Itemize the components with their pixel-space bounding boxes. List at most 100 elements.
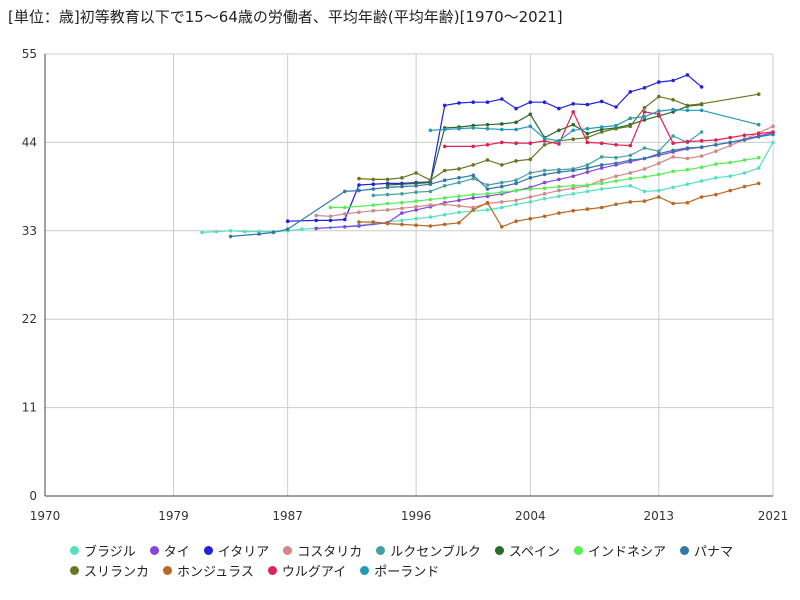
data-point (699, 130, 704, 134)
data-point (457, 180, 461, 185)
series-3 (314, 124, 775, 219)
data-point (599, 178, 604, 182)
data-point (671, 141, 675, 145)
data-point (528, 216, 533, 221)
data-point (542, 136, 547, 141)
data-point (571, 192, 575, 196)
data-point (414, 171, 418, 175)
data-point (343, 217, 347, 222)
data-point (628, 200, 633, 204)
data-point (528, 100, 533, 104)
chart-title: [単位：歳]初等教育以下で15～64歳の労働者、平均年齢(平均年齢)[1970～… (8, 8, 563, 26)
legend-label: イタリア (217, 544, 270, 560)
data-point (528, 195, 533, 199)
data-point (485, 100, 490, 104)
data-point (542, 100, 547, 104)
data-point (514, 120, 518, 125)
data-point (628, 171, 633, 175)
legend-label: スリランカ (84, 564, 150, 580)
data-point (557, 194, 561, 198)
data-point (742, 158, 747, 162)
data-point (585, 131, 590, 136)
data-point (542, 192, 547, 196)
data-point (557, 142, 561, 146)
data-point (357, 183, 361, 187)
data-point (599, 187, 604, 191)
data-point (442, 103, 447, 108)
legend-item: ルクセンブルク (376, 540, 481, 560)
legend-item: パナマ (680, 540, 733, 560)
data-point (671, 185, 675, 190)
legend-item: スリランカ (70, 560, 149, 580)
data-point (485, 158, 490, 162)
data-point (628, 116, 633, 121)
data-point (557, 177, 561, 182)
data-point (756, 135, 761, 139)
data-point (371, 220, 376, 224)
data-point (642, 156, 647, 161)
legend-label: インドネシア (587, 544, 666, 560)
data-point (642, 199, 647, 203)
data-point (685, 167, 690, 172)
data-point (214, 229, 219, 234)
data-point (457, 167, 461, 171)
legend-item: インドネシア (573, 540, 666, 560)
data-point (728, 135, 732, 140)
legend: ブラジル タイ イタリア コスタリカ ルクセンブルク スペイン インドネシア パナマ スリランカ… (70, 540, 790, 580)
x-tick-label: 1979 (158, 509, 189, 523)
data-point (542, 168, 547, 173)
data-point (571, 137, 575, 141)
data-point (699, 195, 704, 199)
data-point (714, 143, 718, 147)
data-point (400, 200, 404, 205)
legend-label: スペイン (508, 544, 560, 560)
data-point (328, 214, 333, 219)
data-point (714, 138, 718, 142)
data-point (471, 144, 476, 149)
data-point (471, 176, 476, 181)
data-point (756, 131, 761, 136)
data-point (699, 139, 704, 143)
data-point (514, 141, 518, 145)
data-point (528, 124, 533, 129)
data-point (528, 200, 533, 204)
data-point (514, 178, 518, 182)
data-point (685, 108, 690, 113)
y-tick-label: 55 (22, 47, 37, 61)
data-point (414, 199, 418, 203)
legend-label: ホンジュラス (177, 564, 254, 580)
data-point (257, 232, 261, 236)
data-point (471, 100, 476, 104)
data-point (614, 143, 618, 147)
data-point (771, 124, 775, 129)
data-point (571, 174, 575, 178)
legend-marker (680, 545, 689, 555)
data-point (614, 126, 618, 131)
data-point (514, 188, 518, 193)
y-tick-label: 0 (29, 489, 37, 503)
legend-item: イタリア (203, 540, 270, 560)
data-point (428, 189, 433, 194)
data-point (671, 169, 675, 174)
data-point (400, 184, 404, 189)
series-line (287, 74, 702, 222)
data-point (557, 188, 561, 193)
data-point (385, 221, 390, 226)
data-point (457, 126, 461, 131)
data-point (642, 175, 647, 179)
data-point (400, 218, 404, 223)
data-point (528, 112, 533, 117)
data-point (542, 180, 547, 185)
y-tick-label: 33 (22, 224, 37, 238)
legend-item: タイ (149, 540, 190, 560)
x-tick-label: 2021 (758, 509, 789, 523)
data-point (314, 226, 319, 231)
data-point (557, 170, 561, 174)
legend-item: ポーランド (360, 560, 439, 580)
series-2 (285, 73, 704, 223)
grid (44, 53, 774, 497)
data-point (657, 112, 661, 117)
data-point (514, 127, 518, 132)
data-point (400, 206, 404, 211)
data-point (414, 184, 418, 188)
